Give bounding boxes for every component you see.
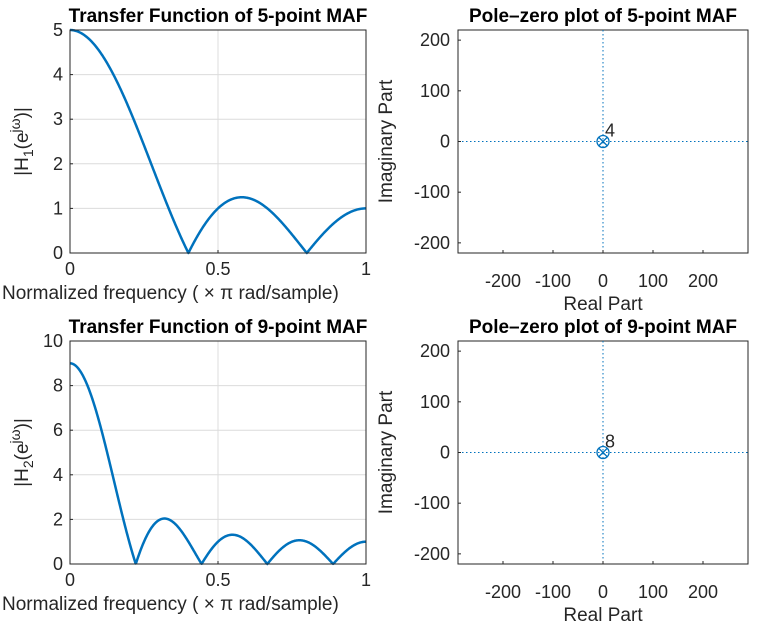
series-line (69, 28, 367, 255)
x-tick-label: 200 (688, 271, 718, 291)
x-tick-label: -200 (485, 271, 521, 291)
y-tick-label: -100 (414, 182, 450, 202)
x-tick-label: 100 (638, 271, 668, 291)
y-tick-label: 3 (53, 109, 63, 129)
y-tick-label: -200 (414, 233, 450, 253)
subplot-2: Pole–zero plot of 5-point MAF 4 -200 -100 0 1… (376, 6, 749, 315)
y-tick-label: -200 (414, 544, 450, 564)
chart-title: Pole–zero plot of 5-point MAF (469, 6, 737, 27)
chart-title: Transfer Function of 9-point MAF (69, 317, 368, 338)
y-tick-label: 1 (53, 198, 63, 218)
y-tick-label: -100 (414, 493, 450, 513)
y-tick-label: 0 (53, 243, 63, 263)
x-tick-label: 0.5 (205, 570, 230, 590)
y-axis-label: |H2(ejω)| (7, 418, 36, 487)
zero-marker (596, 445, 610, 460)
y-tick-label: 8 (53, 376, 63, 396)
y-tick-label: 100 (420, 81, 450, 101)
chart-title: Transfer Function of 5-point MAF (69, 6, 368, 27)
x-tick-label: 0 (598, 271, 608, 291)
multiplicity-label: 8 (605, 432, 615, 452)
x-tick-label: 0 (598, 582, 608, 602)
y-tick-label: 0 (53, 554, 63, 574)
x-tick-label: 200 (688, 582, 718, 602)
y-tick-label: 6 (53, 420, 63, 440)
x-tick-label: 100 (638, 582, 668, 602)
x-axis-label: Real Part (563, 605, 643, 626)
x-tick-label: -200 (485, 582, 521, 602)
x-tick-label: 0.5 (205, 259, 230, 279)
subplot-4: Pole–zero plot of 9-point MAF 8 -200 -100 0 1… (376, 317, 749, 626)
x-axis-label: Normalized frequency ( × π rad/sample) (2, 283, 339, 304)
x-tick-label: 0 (65, 570, 75, 590)
zero-marker (596, 134, 610, 149)
y-tick-label: 0 (440, 132, 450, 152)
x-axis-label: Real Part (563, 294, 643, 315)
series-line (69, 362, 367, 566)
y-axis-label: Imaginary Part (376, 390, 397, 514)
chart-title: Pole–zero plot of 9-point MAF (469, 317, 737, 338)
y-tick-label: 100 (420, 392, 450, 412)
x-tick-label: 1 (361, 570, 371, 590)
y-tick-label: 0 (440, 443, 450, 463)
multiplicity-label: 4 (605, 121, 615, 141)
y-tick-label: 4 (53, 465, 63, 485)
x-tick-label: 0 (65, 259, 75, 279)
y-tick-label: 5 (53, 20, 63, 40)
x-axis-label: Normalized frequency ( × π rad/sample) (2, 594, 339, 615)
y-tick-label: 2 (53, 509, 63, 529)
x-tick-label: -100 (535, 582, 571, 602)
y-axis-label: |H1(ejω)| (7, 107, 36, 176)
x-tick-label: -100 (535, 271, 571, 291)
x-tick-label: 1 (361, 259, 371, 279)
y-tick-label: 200 (420, 30, 450, 50)
y-tick-label: 2 (53, 154, 63, 174)
y-tick-label: 4 (53, 65, 63, 85)
pole-marker (598, 448, 608, 457)
y-tick-label: 200 (420, 341, 450, 361)
pole-marker (598, 137, 608, 146)
subplot-1: Transfer Function of 5-point MAF 0 0.5 1 0 1 2… (2, 6, 371, 304)
y-tick-label: 10 (43, 331, 63, 351)
y-axis-label: Imaginary Part (376, 79, 397, 203)
